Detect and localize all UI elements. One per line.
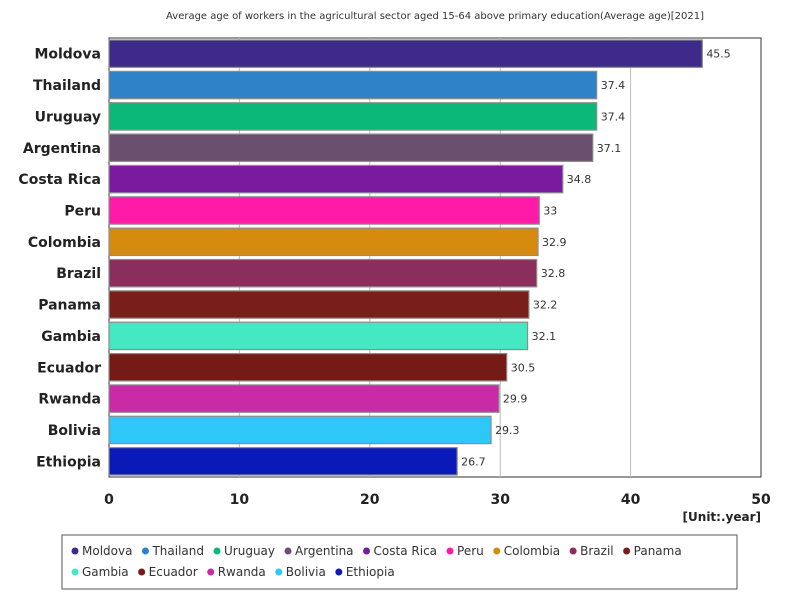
legend-swatch [71,547,79,555]
data-label: 34.8 [567,173,592,186]
category-label: Gambia [41,329,101,345]
category-label: Rwanda [38,392,101,408]
x-tick-label: 30 [490,492,510,508]
bar [108,227,539,257]
bar [108,133,594,163]
bar [108,258,538,288]
x-tick-label: 40 [621,492,641,508]
legend-swatch [363,547,371,555]
data-label: 37.4 [601,79,626,92]
category-label: Bolivia [48,423,101,439]
data-label: 26.7 [461,455,486,468]
data-label: 45.5 [706,48,731,61]
data-label: 29.3 [495,424,520,437]
category-label: Peru [64,203,101,219]
legend-label: Peru [457,544,484,558]
legend-label: Moldova [82,544,132,558]
bar [108,39,703,68]
bar [108,164,564,194]
legend-label: Costa Rica [374,544,437,558]
category-label: Brazil [56,266,101,282]
legend-swatch [335,568,343,576]
bar [108,290,530,319]
legend-label: Rwanda [218,565,266,579]
data-label: 37.1 [597,142,622,155]
chart-title: Average age of workers in the agricultur… [166,11,704,22]
legend-swatch [207,568,215,576]
bar [108,384,500,413]
legend-label: Colombia [504,544,560,558]
x-tick-label: 0 [104,492,114,508]
bar [108,70,598,100]
legend-label: Bolivia [286,565,326,579]
legend-label: Panama [634,544,682,558]
legend-label: Gambia [82,565,129,579]
data-label: 29.9 [503,393,528,406]
data-label: 32.2 [533,299,558,312]
legend-label: Thailand [151,544,204,558]
bar [108,102,598,131]
bar [108,415,492,445]
category-label: Costa Rica [18,172,101,188]
data-label: 32.1 [532,330,557,343]
category-label: Panama [38,298,101,314]
x-tick-label: 50 [751,492,771,508]
category-labels: Moldova Thailand Uruguay Argentina Costa Ric… [18,47,101,471]
legend: Moldova Thailand Uruguay Argentina Costa Ric… [71,544,682,579]
data-label: 32.8 [541,267,566,280]
legend-box [61,534,738,590]
legend-swatch [284,547,292,555]
legend-label: Ecuador [149,565,198,579]
category-label: Thailand [33,78,101,94]
unit-label: [Unit:.year] [683,510,761,524]
category-label: Ethiopia [36,454,101,470]
bar [108,352,508,382]
legend-swatch [71,568,79,576]
data-label: 37.4 [601,110,626,123]
legend-label: Brazil [580,544,614,558]
data-label: 32.9 [542,236,567,249]
x-tick-label: 20 [360,492,380,508]
legend-swatch [141,547,149,555]
category-label: Ecuador [37,360,101,376]
legend-label: Uruguay [224,544,275,558]
bar-layer: 45.5 37.4 37.4 37.1 34.8 33 32.9 32.8 32.2 32.1 30… [108,39,731,476]
legend-label: Ethiopia [346,565,395,579]
legend-label: Argentina [295,544,354,558]
data-label: 30.5 [511,361,535,374]
bar [108,321,529,351]
legend-swatch [138,568,146,576]
x-axis-ticks: 0 10 20 30 40 50 [104,492,771,508]
category-label: Argentina [23,141,101,157]
legend-swatch [275,568,283,576]
category-label: Colombia [28,235,101,251]
legend-swatch [569,547,577,555]
bar [108,196,540,225]
data-label: 33 [543,204,557,217]
x-tick-label: 10 [230,492,250,508]
legend-swatch [623,547,631,555]
category-label: Moldova [34,47,101,63]
bar [108,447,458,476]
category-label: Uruguay [35,109,101,125]
legend-swatch [493,547,501,555]
legend-swatch [213,547,221,555]
legend-swatch [446,547,454,555]
